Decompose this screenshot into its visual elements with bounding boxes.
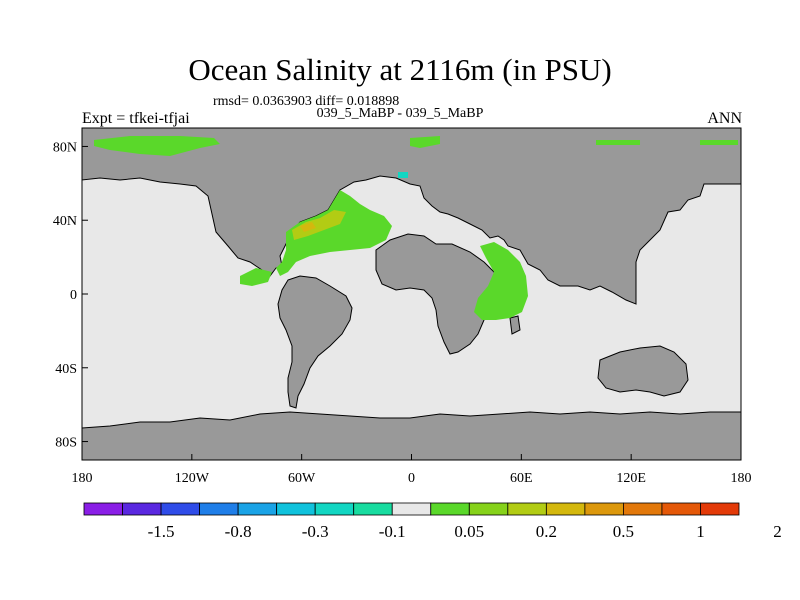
- x-tick-label: 0: [408, 471, 415, 486]
- colorbar-swatch: [623, 502, 663, 516]
- rmsd-diff-stats: rmsd= 0.0363903 diff= 0.018898: [213, 94, 400, 109]
- australia-landmass: [597, 345, 689, 397]
- colorbar-swatch: [276, 502, 316, 516]
- north-atlantic-positive-anomaly: [276, 190, 392, 276]
- colorbar-swatch: [700, 502, 740, 516]
- africa-landmass: [375, 233, 503, 355]
- cyan-anomaly-cell: [398, 172, 408, 178]
- south-america-landmass: [277, 275, 353, 409]
- antarctica-landmass: [81, 411, 742, 461]
- colorbar-label: 2: [773, 522, 782, 541]
- colorbar-swatch: [160, 502, 200, 516]
- colorbar-label: 1: [696, 522, 705, 541]
- colorbar-swatch: [507, 502, 547, 516]
- colorbar-swatch: [83, 502, 123, 516]
- x-tick-label: 120E: [616, 471, 646, 486]
- colorbar-label: -0.8: [225, 522, 252, 541]
- colorbar-swatch: [353, 502, 393, 516]
- colorbar-label: 0.5: [613, 522, 634, 541]
- map-panel: 180 120W 60W 0 60E 120E 180 80N 40N 0 40S 80S: [53, 127, 752, 486]
- colorbar-label: 0.2: [536, 522, 557, 541]
- madagascar-landmass: [509, 315, 521, 335]
- colorbar-label: -0.3: [302, 522, 329, 541]
- y-tick-label: 40N: [53, 214, 77, 229]
- colorbar-swatch: [237, 502, 278, 516]
- colorbar-label: 0.05: [454, 522, 484, 541]
- y-tick-label: 80S: [55, 436, 77, 451]
- x-tick-label: 180: [731, 471, 752, 486]
- arctic-positive-anomaly: [94, 136, 220, 156]
- arctic-strip-far-east: [700, 140, 738, 145]
- colorbar-swatch: [584, 502, 624, 516]
- y-axis: 80N 40N 0 40S 80S: [53, 140, 88, 451]
- salinity-anomaly-patches: [94, 136, 738, 320]
- x-axis: 180 120W 60W 0 60E 120E 180: [72, 454, 752, 486]
- land-masses: [81, 127, 742, 461]
- colorbar-swatch: [430, 502, 470, 516]
- caribbean-positive-anomaly: [240, 268, 272, 286]
- experiment-period-subtitle: 039_5_MaBP - 039_5_MaBP: [316, 106, 484, 121]
- season-label: ANN: [707, 110, 742, 127]
- colorbar-label: -1.5: [148, 522, 175, 541]
- y-tick-label: 40S: [55, 362, 77, 377]
- colorbar: -1.5 -0.8 -0.3 -0.1 0.05 0.2 0.5 1 2: [83, 502, 782, 541]
- arctic-strip-east: [596, 140, 640, 145]
- colorbar-swatch: [661, 502, 701, 516]
- x-tick-label: 120W: [175, 471, 210, 486]
- colorbar-swatch: [545, 502, 586, 516]
- experiment-label: Expt = tfkei-tfjai: [82, 110, 190, 127]
- colorbar-swatch: [391, 502, 432, 516]
- arctic-positive-anomaly-east: [410, 136, 440, 148]
- y-tick-label: 80N: [53, 140, 77, 155]
- north-atlantic-stronger-anomaly: [292, 210, 346, 240]
- x-tick-label: 60W: [288, 471, 316, 486]
- indian-ocean-positive-anomaly: [474, 242, 528, 320]
- x-tick-label: 60E: [510, 471, 533, 486]
- colorbar-swatch: [468, 502, 509, 516]
- x-tick-label: 180: [72, 471, 93, 486]
- colorbar-swatch: [314, 502, 355, 516]
- north-america-landmass: [81, 127, 742, 305]
- colorbar-label: -0.1: [379, 522, 406, 541]
- north-atlantic-peak-anomaly: [300, 222, 316, 232]
- colorbar-swatch: [122, 502, 162, 516]
- colorbar-swatch: [199, 502, 239, 516]
- y-tick-label: 0: [70, 288, 77, 303]
- map-title: Ocean Salinity at 2116m (in PSU): [188, 52, 612, 87]
